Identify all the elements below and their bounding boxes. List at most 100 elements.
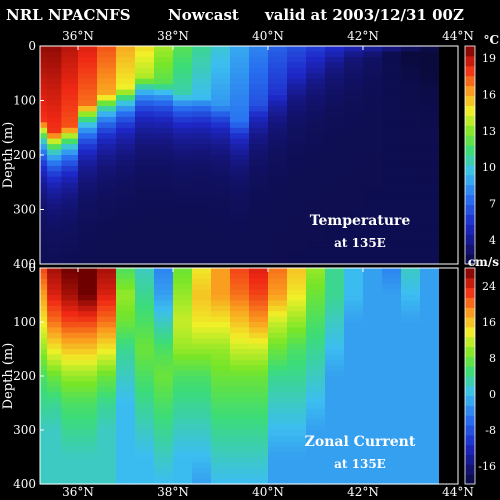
field-cell <box>287 89 307 96</box>
field-cell <box>47 193 62 200</box>
field-cell <box>135 392 155 399</box>
field-cell <box>192 62 212 69</box>
field-cell <box>287 209 307 216</box>
field-cell <box>61 284 79 291</box>
field-cell <box>420 376 440 382</box>
field-cell <box>116 144 136 151</box>
field-cell <box>154 478 174 485</box>
field-cell <box>344 84 364 91</box>
field-cell <box>344 284 364 291</box>
colorbar-segment <box>465 254 475 265</box>
field-cell <box>47 225 62 232</box>
field-cell <box>230 225 250 232</box>
field-cell <box>173 62 193 69</box>
field-cell <box>78 144 98 151</box>
field-cell <box>116 95 136 102</box>
field-cell <box>116 193 136 200</box>
field-cell <box>97 122 117 129</box>
field-cell <box>40 305 48 312</box>
field-cell <box>230 182 250 189</box>
field-cell <box>97 204 117 211</box>
colorbar-segment <box>465 184 475 196</box>
field-cell <box>363 67 383 74</box>
field-cell <box>401 198 421 205</box>
field-cell <box>47 247 62 254</box>
field-cell <box>116 116 136 123</box>
field-cell <box>249 354 269 361</box>
field-cell <box>287 165 307 172</box>
field-cell <box>192 176 212 183</box>
field-cell <box>40 176 48 183</box>
colorbar-segment <box>465 307 475 318</box>
field-cell <box>135 381 155 388</box>
field-cell <box>135 89 155 96</box>
field-cell <box>287 127 307 134</box>
field-cell <box>344 242 364 249</box>
field-cell <box>61 295 79 301</box>
field-cell <box>192 67 212 74</box>
field-cell <box>78 220 98 227</box>
field-cell <box>249 268 269 274</box>
field-cell <box>154 209 174 216</box>
field-cell <box>116 386 136 393</box>
field-cell <box>47 215 62 221</box>
field-cell <box>230 370 250 377</box>
field-cell <box>116 209 136 216</box>
field-cell <box>325 381 345 388</box>
field-cell <box>97 84 117 91</box>
field-cell <box>61 289 79 296</box>
field-cell <box>268 451 288 458</box>
field-cell <box>363 160 383 167</box>
field-cell <box>173 440 193 447</box>
y-tick-label: 200 <box>13 148 36 162</box>
no-data-region <box>439 268 458 484</box>
field-cell <box>192 253 212 260</box>
field-cell <box>287 220 307 227</box>
field-cell <box>230 204 250 211</box>
field-cell <box>401 349 421 355</box>
field-cell <box>192 106 212 112</box>
field-cell <box>192 435 212 442</box>
field-cell <box>287 100 307 107</box>
field-cell <box>382 370 402 377</box>
field-cell <box>268 138 288 145</box>
field-cell <box>268 381 288 388</box>
field-cell <box>192 209 212 216</box>
field-cell <box>420 133 440 140</box>
field-cell <box>287 300 307 307</box>
field-cell <box>420 316 440 323</box>
field-cell <box>116 376 136 382</box>
field-cell <box>325 300 345 307</box>
field-cell <box>211 289 231 296</box>
field-cell <box>78 370 98 377</box>
field-cell <box>249 365 269 372</box>
field-cell <box>47 305 62 312</box>
field-cell <box>97 176 117 183</box>
field-cell <box>268 73 288 80</box>
field-cell <box>249 376 269 382</box>
field-cell <box>268 462 288 469</box>
field-cell <box>211 376 231 382</box>
field-cell <box>325 408 345 415</box>
field-cell <box>287 122 307 129</box>
field-cell <box>173 187 193 194</box>
field-cell <box>382 311 402 318</box>
field-cell <box>325 316 345 323</box>
field-cell <box>211 359 231 366</box>
field-cell <box>287 144 307 151</box>
field-cell <box>287 160 307 167</box>
field-cell <box>61 89 79 96</box>
field-cell <box>401 209 421 216</box>
field-cell <box>47 220 62 227</box>
field-cell <box>192 284 212 291</box>
field-cell <box>47 359 62 366</box>
field-cell <box>135 386 155 393</box>
field-cell <box>97 268 117 274</box>
field-cell <box>249 165 269 172</box>
field-cell <box>401 435 421 442</box>
field-cell <box>211 160 231 167</box>
field-cells <box>40 268 440 485</box>
field-cell <box>344 73 364 80</box>
field-cell <box>40 462 48 469</box>
field-cell <box>135 322 155 328</box>
